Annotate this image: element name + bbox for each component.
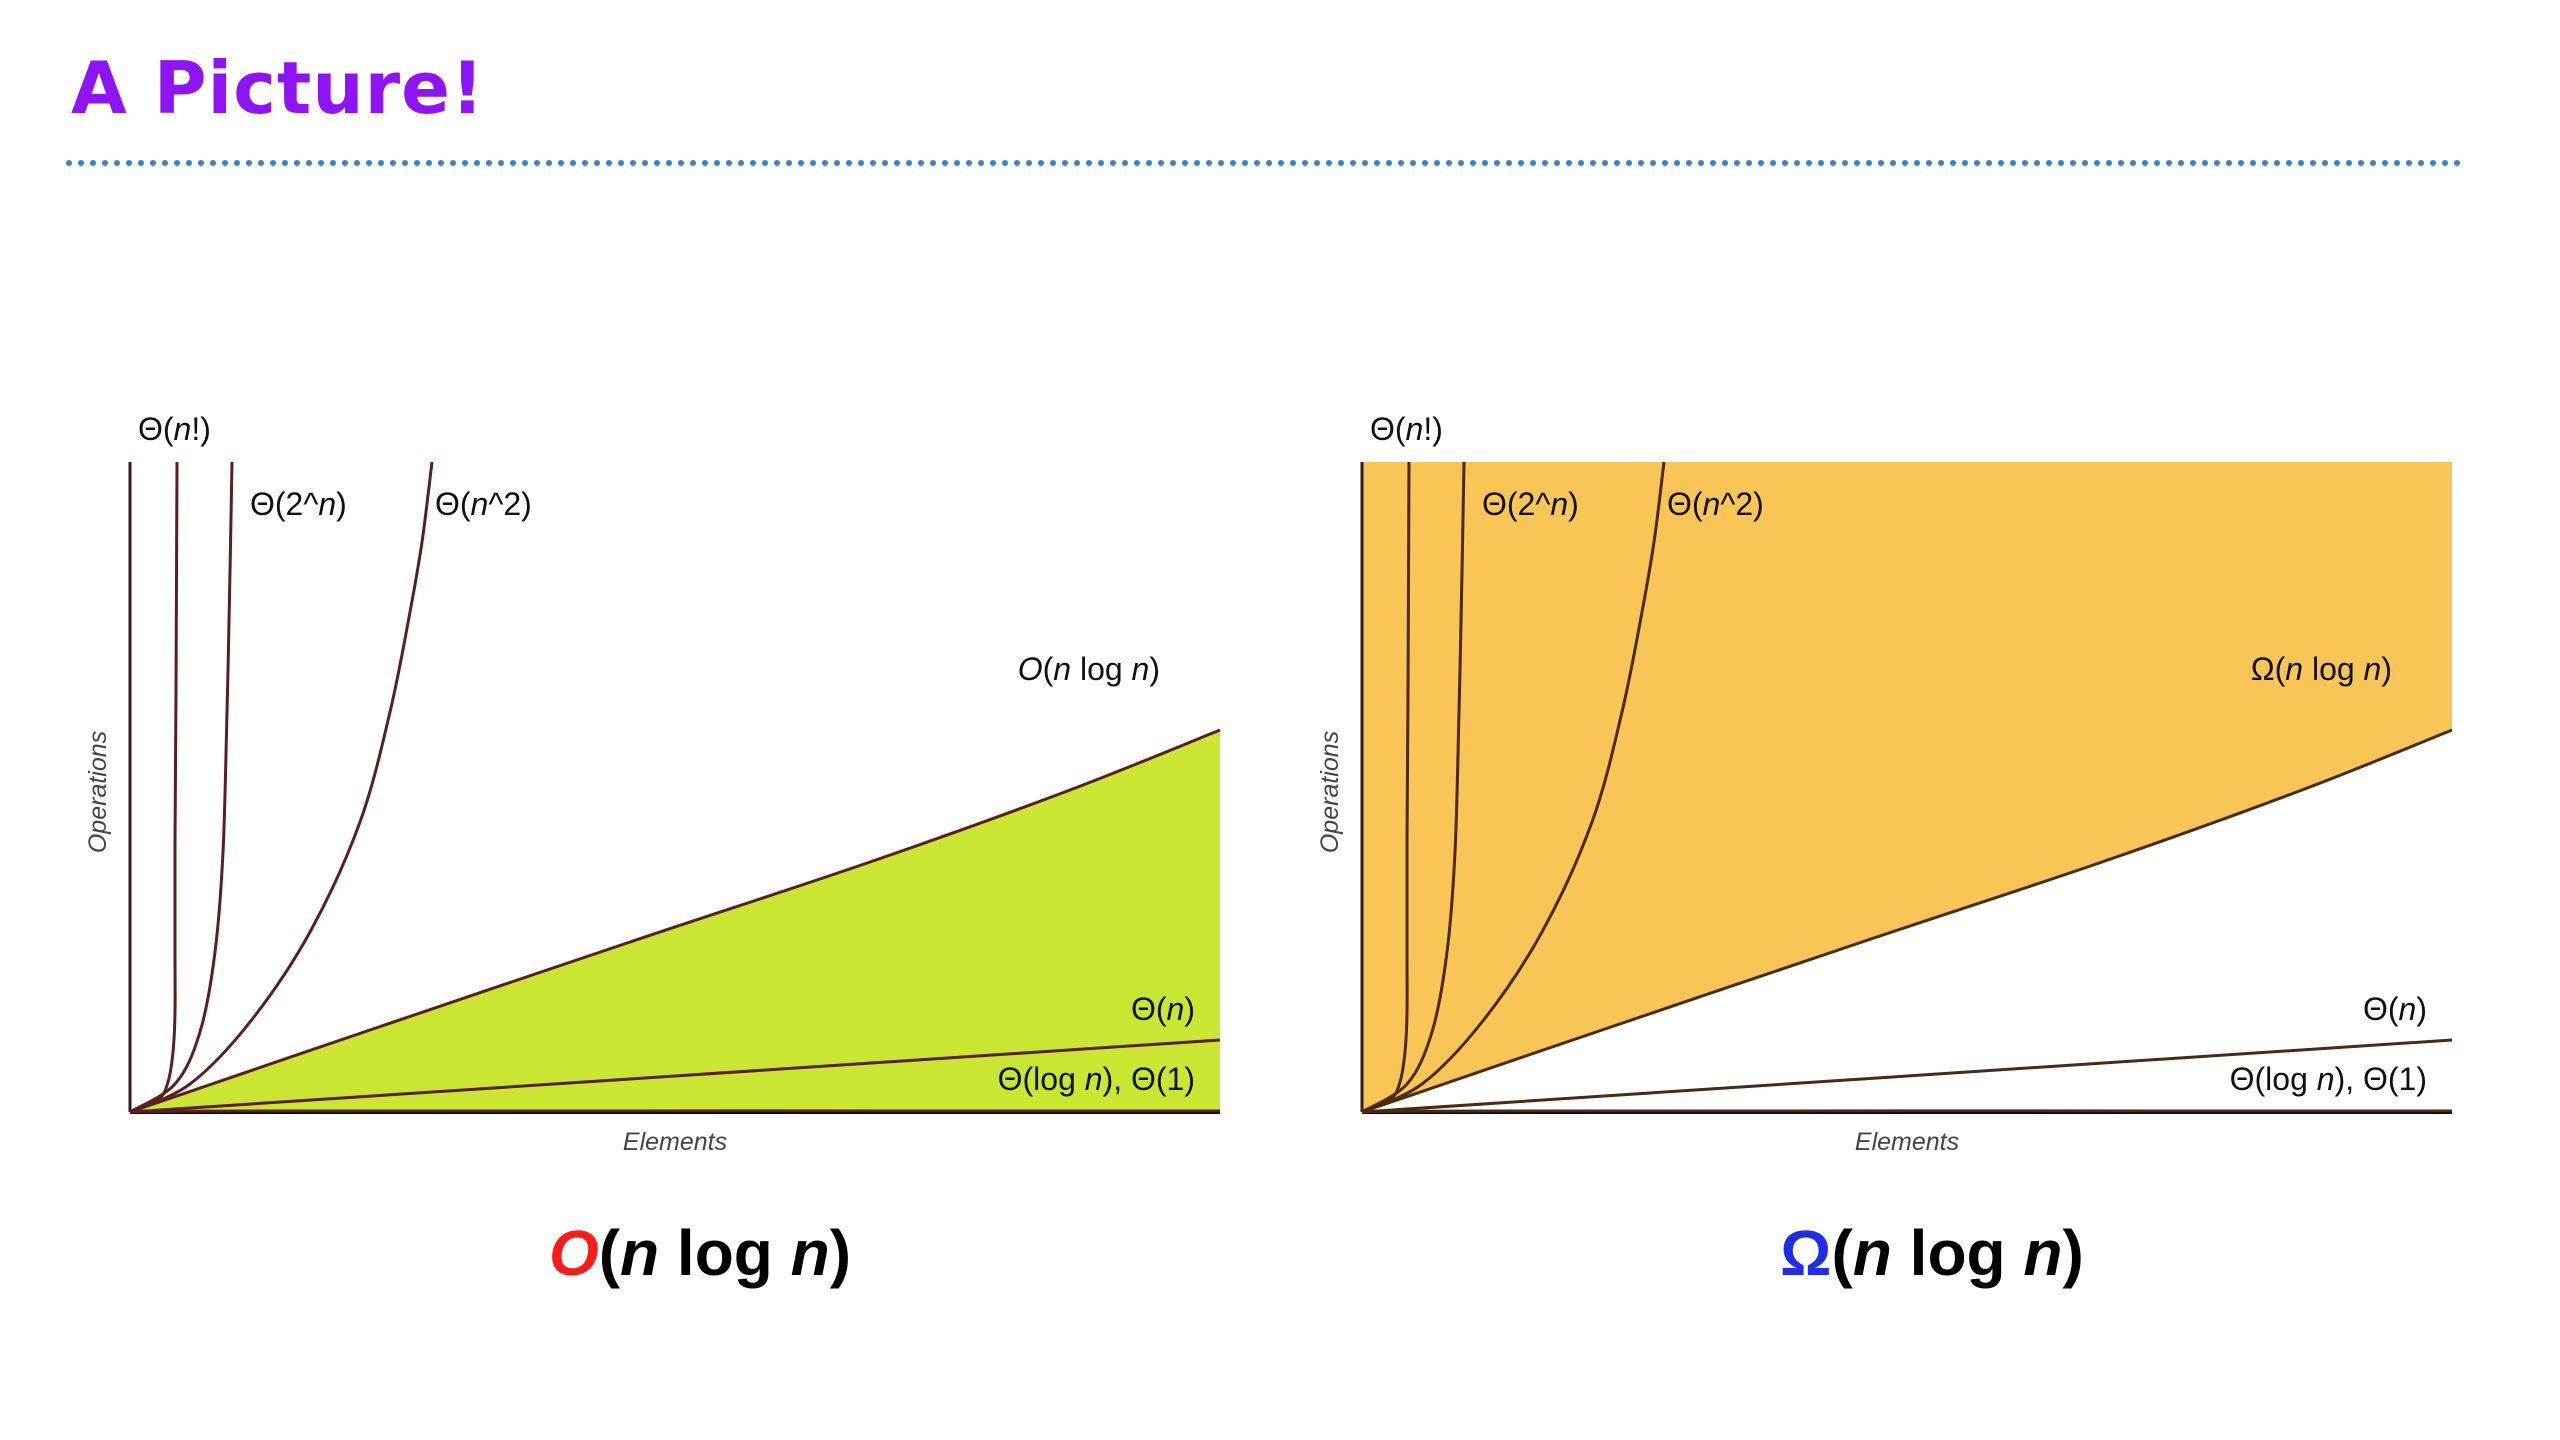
label-quad: Θ(n^2) xyxy=(435,486,532,522)
y-axis-label: Operations xyxy=(1316,731,1344,853)
big-o-symbol: O xyxy=(548,1217,599,1289)
big-o-diagram: Θ(n!) Θ(2^n) Θ(n^2) O(n log n) Θ(n) Θ(log n),… xyxy=(70,392,1330,1172)
big-o-caption-args: (n log n) xyxy=(598,1217,852,1289)
label-exp: Θ(2^n) xyxy=(250,486,347,522)
label-nlogn: O(n log n) xyxy=(1018,651,1160,687)
curve-exp xyxy=(129,461,234,1114)
curve-fact xyxy=(129,461,179,1114)
curve-lin xyxy=(1361,1038,2453,1114)
big-omega-caption: Ω(n log n) xyxy=(1302,1208,2560,1298)
label-const: Θ(log n), Θ(1) xyxy=(2230,1061,2427,1097)
big-o-growth-plot: Θ(n!) Θ(2^n) Θ(n^2) O(n log n) Θ(n) Θ(log n),… xyxy=(84,411,1221,1156)
curve-nlogn xyxy=(1361,728,2453,1114)
label-exp: Θ(2^n) xyxy=(1482,486,1579,522)
big-omega-symbol: Ω xyxy=(1780,1217,1832,1289)
big-omega-growth-plot: Θ(n!) Θ(2^n) Θ(n^2) Ω(n log n) Θ(n) Θ(log n),… xyxy=(1316,411,2453,1156)
label-quad: Θ(n^2) xyxy=(1667,486,1764,522)
y-axis-label: Operations xyxy=(84,731,112,853)
label-lin: Θ(n) xyxy=(2363,991,2427,1027)
curve-quad xyxy=(1361,461,1666,1114)
big-omega-caption-args: (n log n) xyxy=(1831,1217,2084,1289)
x-axis-label: Elements xyxy=(623,1128,727,1156)
slide-title: A Picture! xyxy=(71,46,485,130)
curve-quad xyxy=(129,461,434,1114)
label-lin: Θ(n) xyxy=(1131,991,1195,1027)
title-divider xyxy=(66,160,2462,166)
curve-exp xyxy=(1361,461,1466,1114)
label-const: Θ(log n), Θ(1) xyxy=(998,1061,1195,1097)
big-omega-diagram: Θ(n!) Θ(2^n) Θ(n^2) Ω(n log n) Θ(n) Θ(log n),… xyxy=(1302,392,2560,1172)
curve-const xyxy=(129,1109,1221,1114)
shaded-region-above xyxy=(1362,462,2452,1112)
curve-lin xyxy=(129,1038,1221,1114)
curve-fact xyxy=(1361,461,1411,1114)
label-fact: Θ(n!) xyxy=(1370,411,1443,447)
label-nlogn: Ω(n log n) xyxy=(2251,651,2392,687)
x-axis-label: Elements xyxy=(1855,1128,1959,1156)
big-o-caption: O(n log n) xyxy=(70,1208,1330,1298)
curve-nlogn xyxy=(129,728,1221,1114)
shaded-region-below xyxy=(130,730,1220,1112)
curve-const xyxy=(1361,1109,2453,1114)
label-fact: Θ(n!) xyxy=(138,411,211,447)
